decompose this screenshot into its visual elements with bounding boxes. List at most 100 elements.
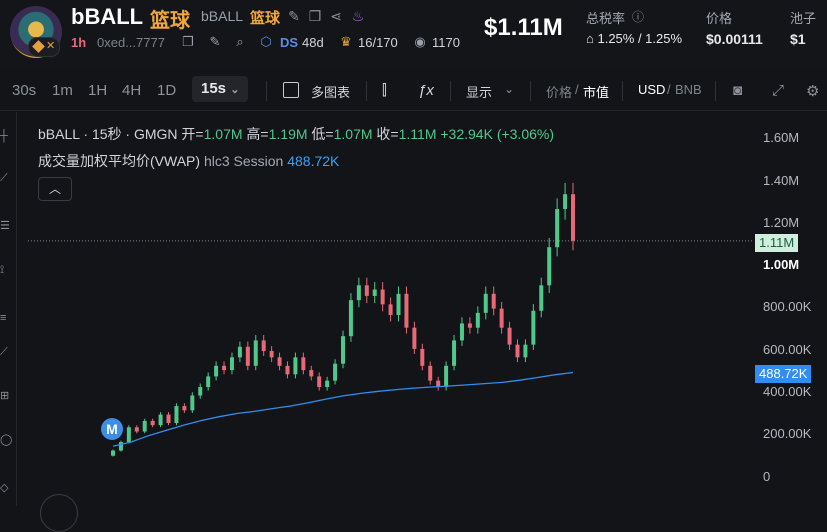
candle-body [222,365,227,371]
toggle-mcap[interactable]: 市值 [583,85,610,100]
divider [715,81,716,101]
open-value: 1.07M [203,126,243,142]
text-icon[interactable]: ⟋ [0,346,8,358]
y-tick: 1.20M [763,215,800,230]
vwap-price-tag: 488.72K [755,365,812,383]
edit-icon[interactable]: ✎ [288,8,300,24]
currency-separator: / [667,82,671,97]
vwap-params: hlc3 Session [203,153,284,169]
divider [530,81,531,101]
candle-body [499,308,504,328]
candle-body [539,285,544,311]
chevron-down-icon[interactable]: ⌄ [504,82,515,96]
chevron-down-icon: ⌄ [230,84,240,96]
contract-address[interactable]: 0xed...7777 [97,35,165,50]
crosshair-icon[interactable]: ┼ [0,130,8,142]
candle-body [158,414,163,426]
interval-1d[interactable]: 1D [157,82,177,99]
dev-icon: ⬡ [260,34,272,49]
close-value: 1.11M [398,126,437,142]
copy-icon[interactable]: ❐ [308,8,322,24]
currency-usd[interactable]: USD [638,82,666,97]
measure-icon[interactable]: ⊞ [0,390,10,402]
tax-label: 总税率 [586,11,626,26]
collapse-legend-button[interactable]: ︿ [38,177,72,201]
fullscreen-icon[interactable]: ⤢ [772,82,785,99]
interval-selector[interactable]: 15s ⌄ [192,76,249,102]
candle-body [126,427,131,443]
candle-body [293,357,298,375]
candle-type-icon[interactable]: ⫿ [382,82,387,99]
help-icon[interactable]: ⓘ [631,10,644,24]
brush-icon[interactable]: ≡ [0,312,7,324]
candle-body [301,357,306,371]
candle-body [333,363,338,381]
candle-body [150,420,155,426]
candle-body [356,285,361,301]
candle-body [555,209,560,248]
candle-body [475,312,480,328]
divider [622,81,623,101]
zoom-icon[interactable]: ◯ [0,434,13,446]
pool-label: 池子 [790,11,817,26]
legend-title: bBALL · 15秒 · GMGN [38,126,178,142]
token-name: 篮球 [150,10,190,32]
candle-body [452,340,457,366]
candle-body [436,380,441,388]
candle-body [182,406,187,411]
y-tick: 1.00M [763,257,800,272]
toggle-separator: / [575,82,579,97]
candle-body [341,336,345,364]
magnet-icon[interactable]: ◇ [0,482,9,494]
search-icon[interactable]: ⌕ [236,34,244,49]
candle-body [420,348,425,366]
fib-icon[interactable]: ☰ [0,220,10,232]
share-icon[interactable]: ⋖ [330,8,342,24]
y-tick: 1.60M [763,130,800,145]
selected-interval: 15s [201,80,227,97]
candle-body [547,247,552,286]
multi-chart-checkbox[interactable] [283,82,299,98]
candle-body [309,370,314,377]
migration-marker[interactable]: M [101,418,123,440]
edit-note-icon[interactable]: ✎ [209,34,221,49]
interval-1m[interactable]: 1m [52,82,73,99]
divider [450,81,451,101]
indicators-icon[interactable]: ƒx [418,82,434,99]
trendline-icon[interactable]: ⟋ [0,172,8,184]
display-menu[interactable]: 显示 [466,85,493,100]
open-label: 开= [181,126,204,142]
candle-body [253,340,258,366]
divider [366,81,367,101]
token-header: bBALL 篮球 bBALL 篮球 ✎ ❐ ⋖ ♨ 1h 0xed...7777… [0,0,827,68]
crown-icon: ♛ [340,34,352,49]
candle-body [229,357,234,371]
candle-body [491,293,496,309]
candle-body [325,380,330,388]
candle-body [142,420,147,432]
candle-body [111,450,115,456]
candles [111,182,575,457]
interval-1h[interactable]: 1H [88,82,108,99]
interval-30s[interactable]: 30s [12,82,37,99]
price-chart[interactable] [16,112,752,506]
pattern-icon[interactable]: ⟟ [0,264,5,276]
ohlc-legend: bBALL · 15秒 · GMGN 开=1.07M 高=1.19M 低=1.0… [38,124,554,144]
pool-value: $1 [790,31,806,47]
candle-body [285,365,290,375]
candle-body [412,327,417,349]
candle-body [388,304,393,315]
chevron-up-icon: ︿ [48,182,61,196]
token-sub-name: 篮球 [250,10,281,27]
candle-body [428,365,433,381]
toggle-price[interactable]: 价格 [546,85,573,100]
currency-bnb[interactable]: BNB [675,82,702,97]
settings-icon[interactable]: ⚙ [806,83,820,100]
tax-value-text: 1.25% / 1.25% [597,31,683,46]
camera-icon[interactable]: ◙ [733,82,743,99]
copy-address-icon[interactable]: ❐ [182,34,194,49]
interval-4h[interactable]: 4H [122,82,142,99]
vwap-value: 488.72K [287,153,340,169]
token-age: 1h [71,35,87,50]
scroll-to-latest-button[interactable] [40,494,78,532]
